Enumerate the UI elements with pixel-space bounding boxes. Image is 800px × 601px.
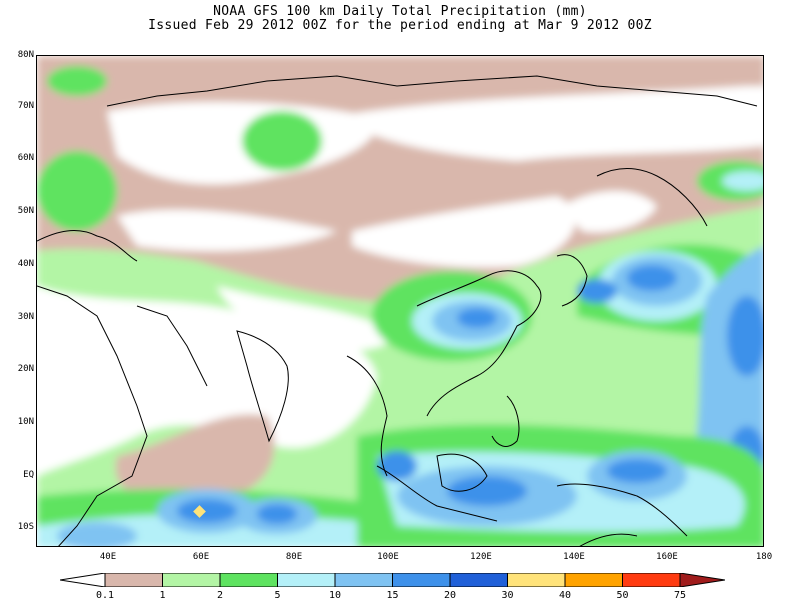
field-white-siberia-east (337, 86, 763, 161)
legend-swatch-1 (104, 573, 163, 587)
lon-label-160e: 160E (656, 552, 678, 562)
color-legend (60, 573, 725, 587)
lat-label-80n: 80N (17, 50, 34, 60)
lat-label-60n: 60N (17, 153, 34, 163)
legend-label-8: 40 (558, 590, 572, 601)
field-white-central-asia (117, 209, 337, 251)
map-subtitle: Issued Feb 29 2012 00Z for the period en… (148, 18, 652, 33)
africa-arabia-coast (37, 285, 148, 546)
legend-label-10: 75 (673, 590, 687, 601)
india-coast (236, 330, 289, 443)
legend-swatch-8 (507, 573, 566, 587)
japan-coast (556, 254, 588, 307)
lon-label-140e: 140E (563, 552, 585, 562)
lat-label-20n: 20N (17, 364, 34, 374)
legend-swatch-10 (622, 573, 681, 587)
legend-label-6: 20 (443, 590, 457, 601)
new-guinea-coast (556, 483, 688, 537)
lat-label-40n: 40N (17, 259, 34, 269)
legend-swatch-9 (564, 573, 623, 587)
legend-label-4: 10 (328, 590, 342, 601)
legend-swatch-0 (60, 573, 106, 587)
australia-coast (579, 533, 638, 546)
arctic-coast (106, 75, 758, 107)
legend-label-2: 2 (216, 590, 224, 601)
coastlines (37, 75, 758, 546)
legend-label-3: 5 (274, 590, 281, 601)
field-green-urals (242, 111, 322, 171)
lon-label-120e: 120E (470, 552, 492, 562)
lon-label-40e: 40E (99, 552, 117, 562)
map-title: NOAA GFS 100 km Daily Total Precipitatio… (213, 4, 587, 19)
philippines-coast (491, 395, 520, 447)
legend-swatch-2 (162, 573, 221, 587)
lon-label-80e: 80E (285, 552, 303, 562)
caspian-coast (37, 230, 138, 262)
lon-label-180: 180 (755, 552, 773, 562)
legend-swatch-3 (219, 573, 278, 587)
borneo-coast (436, 453, 488, 492)
lat-label-10n: 10N (17, 417, 34, 427)
okhotsk-coast (596, 168, 708, 227)
legend-label-7: 30 (501, 590, 514, 601)
legend-swatch-5 (334, 573, 393, 587)
field-tan-indian-ocean (115, 414, 275, 503)
legend-swatch-4 (277, 573, 336, 587)
lat-label-10s: 10S (17, 522, 34, 532)
legend-swatch-6 (392, 573, 451, 587)
legend-label-5: 15 (386, 590, 399, 601)
field-white-mongolia (352, 196, 576, 268)
lon-label-100e: 100E (377, 552, 399, 562)
legend-label-1: 1 (159, 590, 166, 601)
legend-swatch-11 (679, 573, 725, 587)
precipitation-map (36, 55, 764, 547)
lat-label-30n: 30N (17, 312, 34, 322)
sumatra-java-coast (376, 465, 498, 522)
lat-label-eq: EQ (23, 470, 34, 480)
legend-label-0: 0.1 (95, 590, 115, 601)
arabia-coast (136, 305, 208, 387)
field-green-scandinavia (37, 151, 117, 231)
indochina-coast (346, 355, 388, 477)
field-white-manchuria (562, 191, 657, 233)
lat-label-50n: 50N (17, 206, 34, 216)
legend-swatch-7 (449, 573, 508, 587)
china-coast (416, 270, 542, 417)
lat-label-70n: 70N (17, 101, 34, 111)
lon-label-60e: 60E (192, 552, 210, 562)
legend-label-9: 50 (616, 590, 629, 601)
